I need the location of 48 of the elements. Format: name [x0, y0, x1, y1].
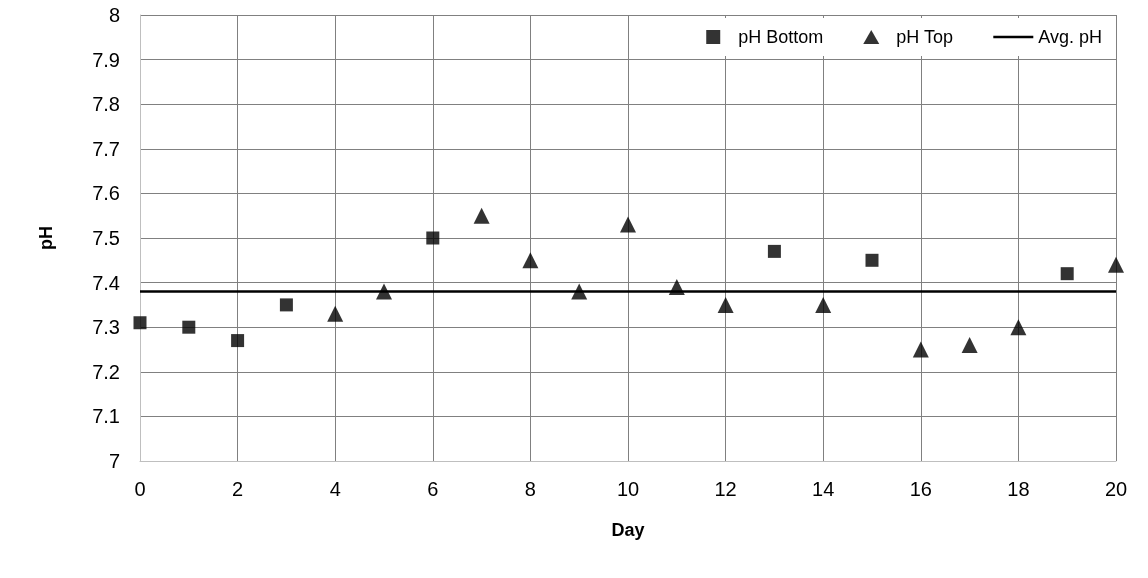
y-tick-label: 7.8 — [92, 93, 120, 116]
point — [133, 316, 147, 330]
x-axis-title: Day — [611, 520, 645, 540]
point — [1010, 319, 1027, 336]
y-tick-label: 7.5 — [92, 227, 120, 249]
y-tick-label: 7.7 — [92, 137, 120, 160]
x-tick-label: 18 — [1007, 478, 1030, 500]
x-tick-label: 16 — [909, 478, 932, 500]
point — [522, 252, 539, 269]
x-tick-label: 20 — [1104, 478, 1128, 500]
point — [620, 216, 636, 233]
y-tick-label: 7.2 — [92, 360, 120, 383]
legend-label: pH Top — [896, 27, 953, 47]
point — [1108, 256, 1124, 273]
y-tick-label: 7 — [108, 450, 120, 472]
x-tick-label: 12 — [714, 478, 737, 500]
point — [815, 296, 832, 313]
point — [717, 296, 734, 313]
point — [912, 341, 929, 358]
y-tick-label: 7.1 — [92, 405, 120, 428]
point — [1060, 267, 1074, 281]
x-tick-label: 14 — [812, 478, 835, 500]
point — [571, 283, 588, 300]
x-tick-label: 6 — [427, 478, 439, 500]
point — [182, 320, 196, 334]
legend-label: Avg. pH — [1038, 27, 1102, 47]
point — [668, 279, 685, 296]
y-tick-label: 7.9 — [92, 48, 120, 71]
x-tick-label: 4 — [329, 478, 341, 500]
point — [961, 337, 978, 354]
y-tick-label: 8 — [108, 4, 120, 26]
y-axis-title: pH — [36, 226, 56, 250]
point — [327, 305, 344, 322]
point — [767, 244, 781, 258]
point — [279, 298, 293, 312]
point — [473, 207, 490, 224]
x-tick-label: 8 — [524, 478, 536, 500]
y-tick-label: 7.3 — [92, 316, 120, 339]
point — [376, 283, 392, 300]
x-tick-label: 2 — [232, 478, 244, 500]
legend-label: pH Bottom — [738, 27, 824, 47]
point — [865, 253, 879, 267]
x-tick-label: 10 — [616, 478, 640, 500]
y-tick-label: 7.4 — [92, 271, 120, 294]
y-tick-label: 7.6 — [92, 182, 120, 205]
point — [231, 334, 245, 348]
x-tick-label: 0 — [134, 478, 146, 500]
point — [426, 231, 440, 245]
